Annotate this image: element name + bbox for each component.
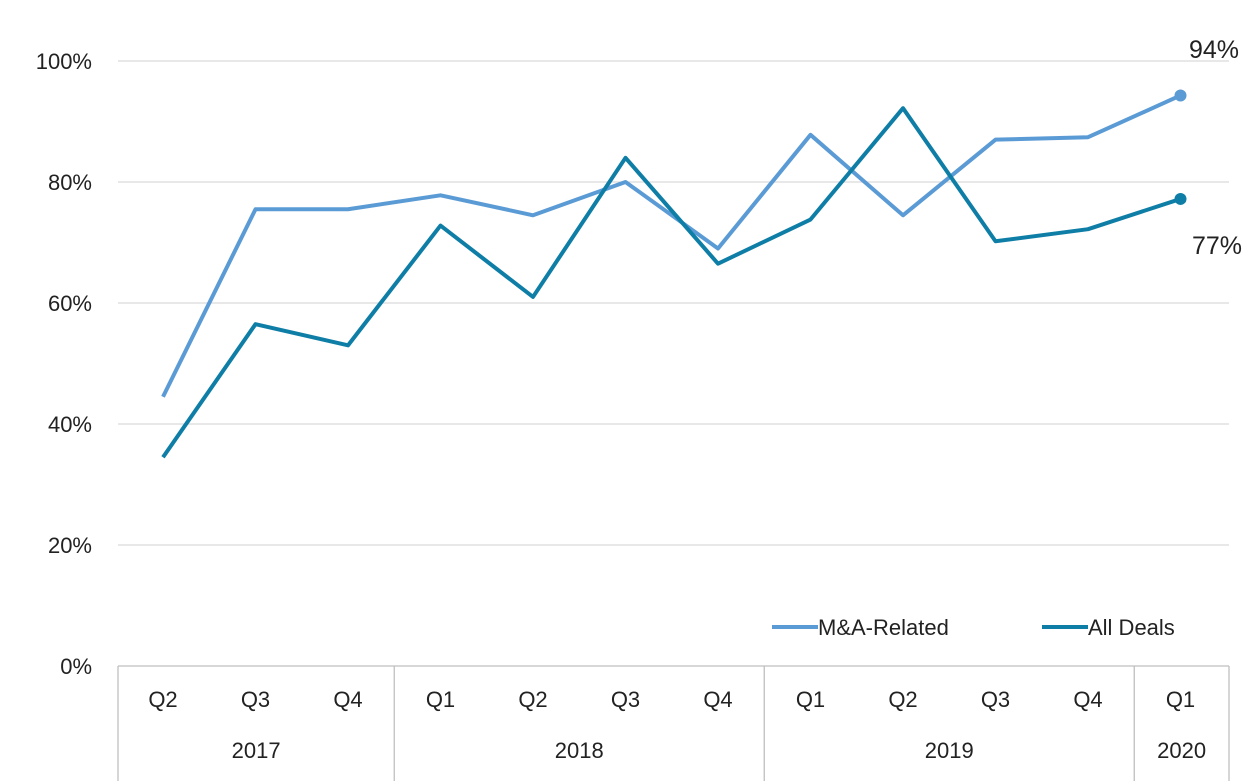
series-lines	[161, 93, 1182, 459]
end-markers	[162, 89, 1187, 458]
legend: M&A-Related All Deals	[772, 615, 1175, 640]
x-tick-label: Q2	[518, 687, 547, 712]
legend-label-ma-related: M&A-Related	[818, 615, 949, 640]
x-tick-label: Q2	[148, 687, 177, 712]
x-tick-label: Q1	[796, 687, 825, 712]
x-tick-label: Q2	[888, 687, 917, 712]
x-group-label: 2020	[1157, 738, 1206, 763]
gridlines	[118, 60, 1229, 546]
y-tick-label: 0%	[60, 654, 92, 679]
x-tick-label: Q4	[703, 687, 732, 712]
y-tick-label: 60%	[48, 291, 92, 316]
y-tick-label: 40%	[48, 412, 92, 437]
end-marker-m-a-related	[1174, 89, 1187, 102]
y-tick-label: 100%	[36, 49, 92, 74]
x-tick-label: Q1	[426, 687, 455, 712]
x-tick-label: Q3	[241, 687, 270, 712]
y-tick-label: 20%	[48, 533, 92, 558]
x-axis: Q2 Q3 Q4 Q1 Q2 Q3 Q4 Q1 Q2 Q3 Q4 Q1 2017 2018 2019 2020	[117, 665, 1230, 781]
legend-label-all-deals: All Deals	[1088, 615, 1175, 640]
x-group-label: 2019	[925, 738, 974, 763]
end-marker-all-deals	[1174, 192, 1187, 205]
y-axis-ticks: 0% 20% 40% 60% 80% 100%	[36, 49, 92, 679]
x-tick-label: Q1	[1166, 687, 1195, 712]
end-label-all-deals: 77%	[1192, 232, 1242, 260]
series-line-m-a-related	[161, 93, 1182, 398]
x-tick-label: Q4	[333, 687, 362, 712]
end-label-ma-related: 94%	[1189, 36, 1239, 64]
x-tick-label: Q3	[611, 687, 640, 712]
x-tick-label: Q3	[981, 687, 1010, 712]
end-labels: 94% 77%	[1189, 36, 1242, 260]
x-group-label: 2017	[232, 738, 281, 763]
series-line-all-deals	[161, 106, 1182, 459]
x-tick-label: Q4	[1073, 687, 1102, 712]
x-group-label: 2018	[555, 738, 604, 763]
y-tick-label: 80%	[48, 170, 92, 195]
